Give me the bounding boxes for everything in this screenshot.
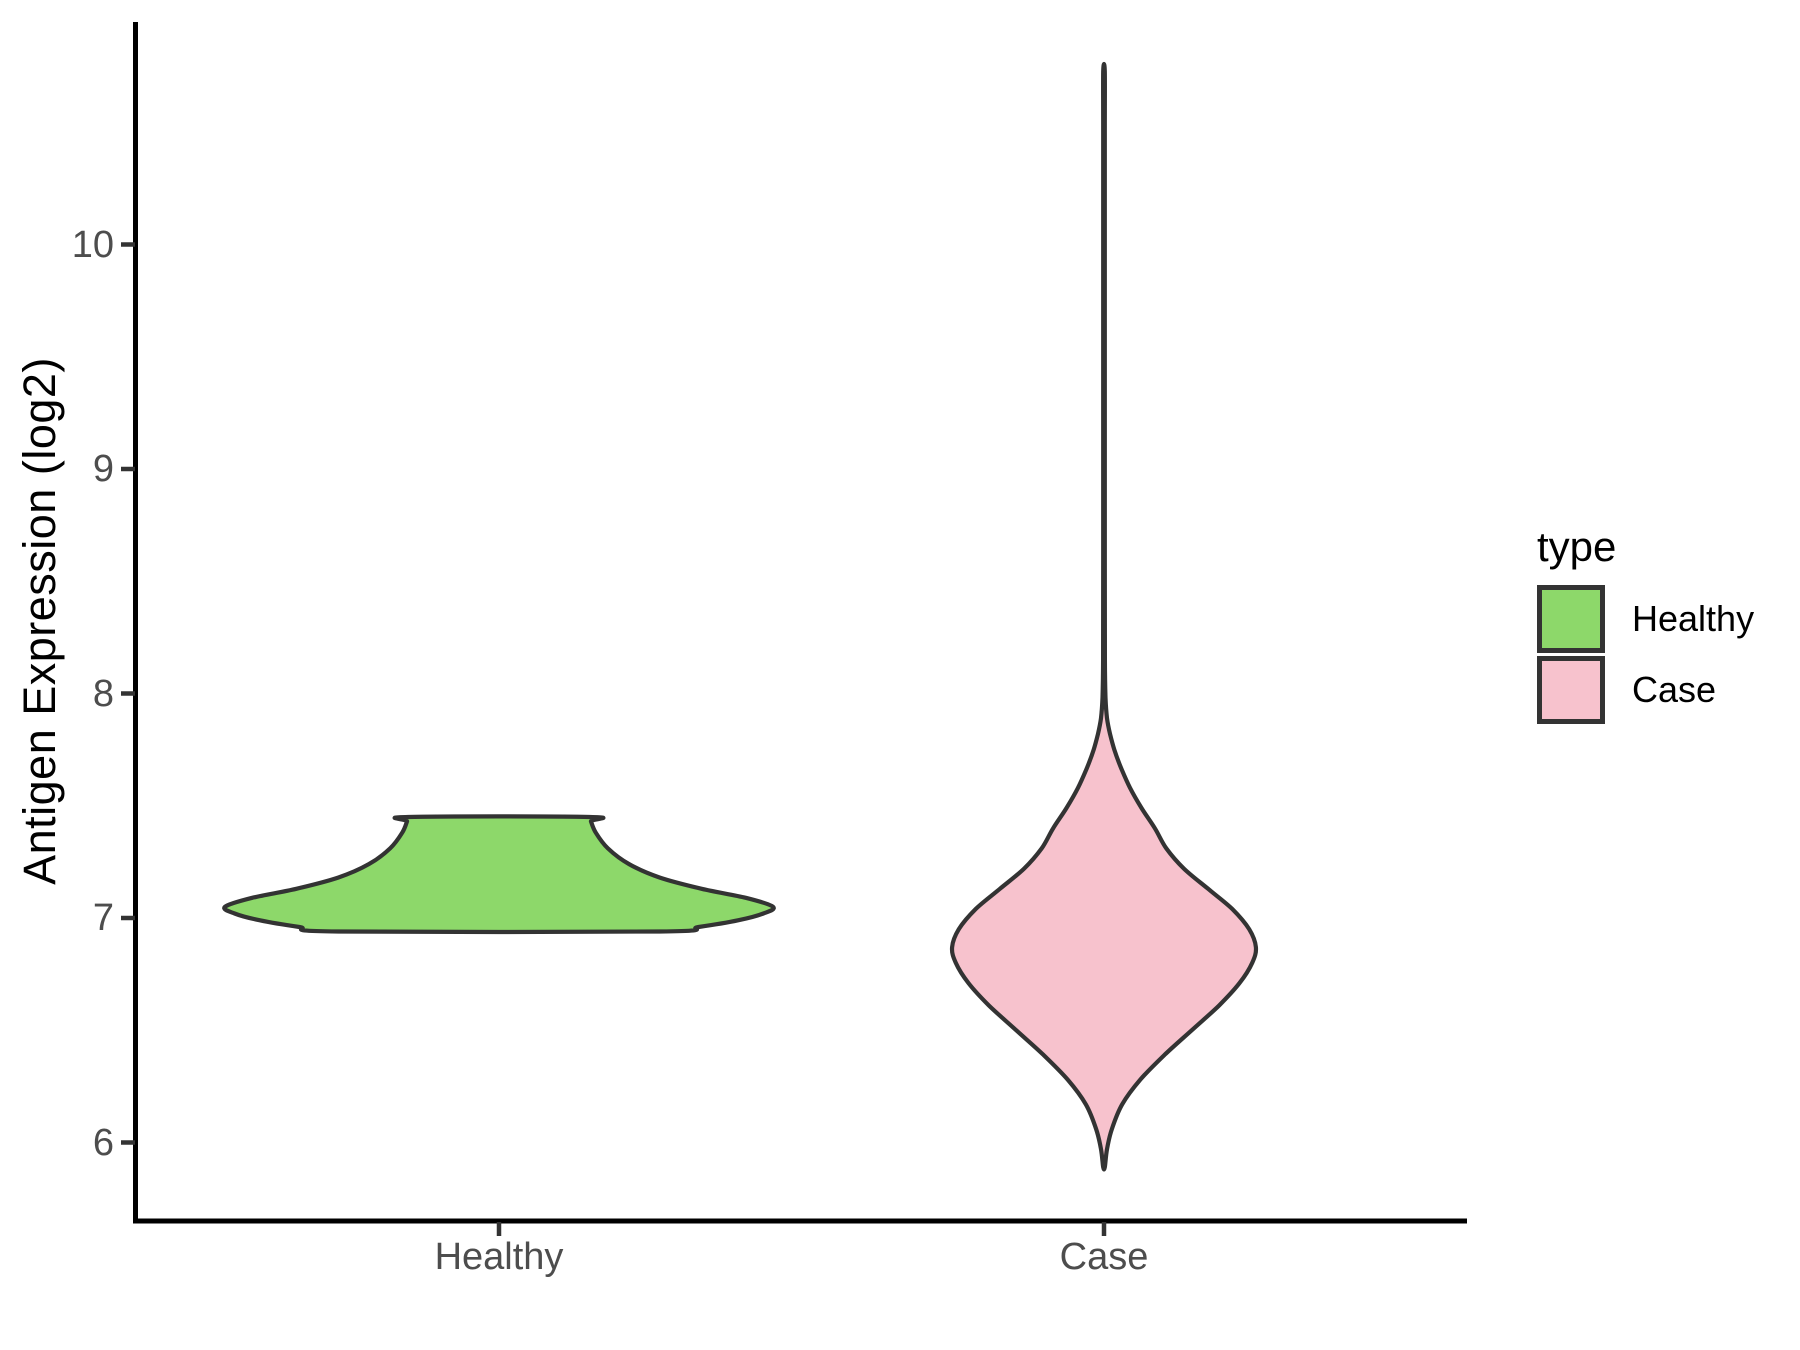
y-tick-label-6: 6	[92, 1121, 114, 1164]
violin-case	[949, 61, 1259, 1172]
legend: type Healthy Case	[1537, 523, 1754, 727]
legend-item-case: Case	[1537, 656, 1754, 724]
violin-healthy	[222, 814, 776, 935]
y-tick-label-10: 10	[71, 223, 114, 266]
legend-label-case: Case	[1632, 669, 1717, 710]
y-axis-title: Antigen Expression (log2)	[14, 357, 65, 885]
y-tick-label-8: 8	[92, 672, 114, 715]
legend-title: type	[1537, 523, 1617, 570]
legend-items: Healthy Case	[1537, 585, 1754, 724]
legend-key-healthy	[1537, 585, 1605, 653]
y-tick-label-9: 9	[92, 448, 114, 490]
x-tick-label-case: Case	[1059, 1236, 1149, 1278]
legend-key-case	[1537, 656, 1605, 724]
y-tick-label-7: 7	[92, 897, 114, 939]
legend-label-healthy: Healthy	[1632, 598, 1755, 639]
x-tick-label-healthy: Healthy	[434, 1236, 564, 1278]
legend-item-healthy: Healthy	[1537, 585, 1754, 653]
